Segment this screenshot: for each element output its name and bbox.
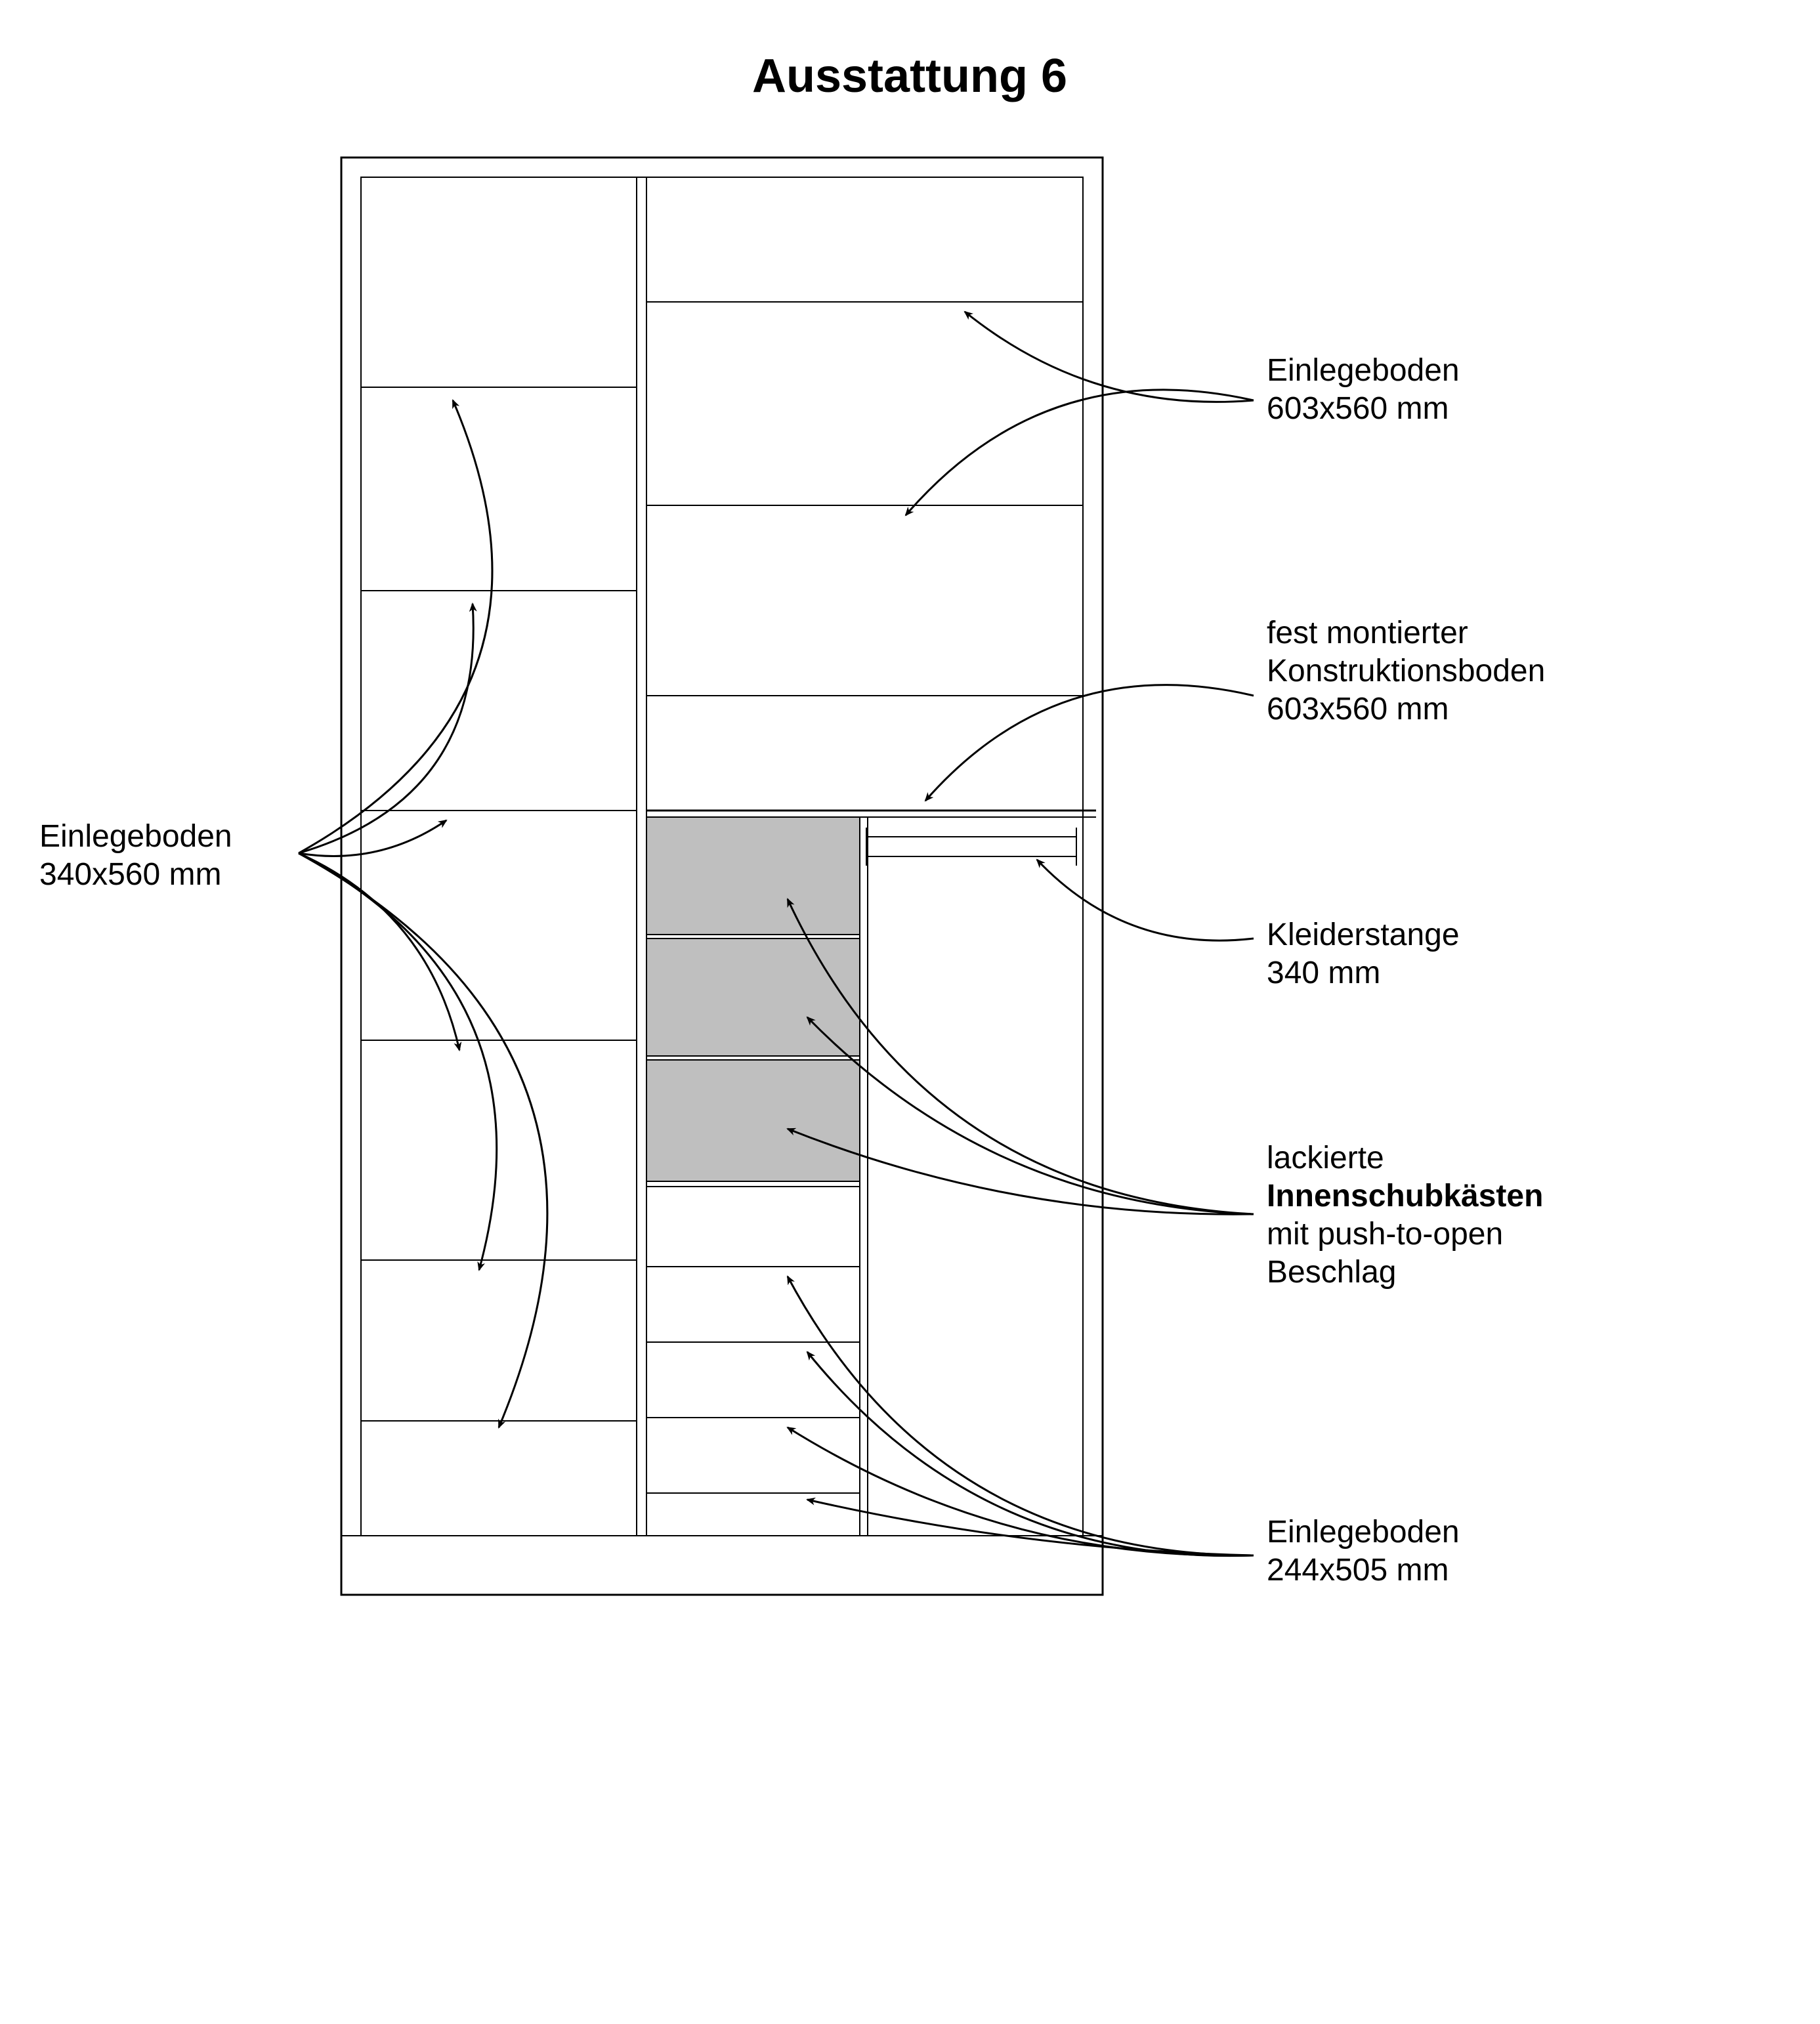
- label-kleiderstange-line-0: Kleiderstange: [1267, 917, 1460, 952]
- label-konstruktionsboden-line-1: Konstruktionsboden: [1267, 654, 1545, 688]
- label-innenschubkaesten-line-3: Beschlag: [1267, 1255, 1396, 1290]
- label-innenschubkaesten-line-1: Innenschubkästen: [1267, 1179, 1543, 1213]
- label-einlegeboden-340-line-0: Einlegeboden: [39, 819, 232, 854]
- label-kleiderstange-line-1: 340 mm: [1267, 956, 1380, 990]
- label-einlegeboden-340-line-1: 340x560 mm: [39, 857, 221, 892]
- label-einlegeboden-603-line-0: Einlegeboden: [1267, 353, 1460, 388]
- diagram-title: Ausstattung 6: [752, 50, 1067, 102]
- label-einlegeboden-244-line-0: Einlegeboden: [1267, 1515, 1460, 1550]
- label-einlegeboden-603-line-1: 603x560 mm: [1267, 391, 1449, 426]
- label-innenschubkaesten-line-0: lackierte: [1267, 1141, 1384, 1175]
- label-konstruktionsboden-line-0: fest montierter: [1267, 616, 1468, 650]
- cabinet-drawing: [341, 158, 1103, 1595]
- diagram-page: Ausstattung 6 Einlegeboden340x560 mmEinl…: [0, 0, 1820, 2024]
- label-einlegeboden-244-line-1: 244x505 mm: [1267, 1553, 1449, 1588]
- wardrobe-diagram: Ausstattung 6 Einlegeboden340x560 mmEinl…: [0, 0, 1820, 2024]
- label-konstruktionsboden-line-2: 603x560 mm: [1267, 692, 1449, 727]
- label-innenschubkaesten-line-2: mit push-to-open: [1267, 1217, 1503, 1252]
